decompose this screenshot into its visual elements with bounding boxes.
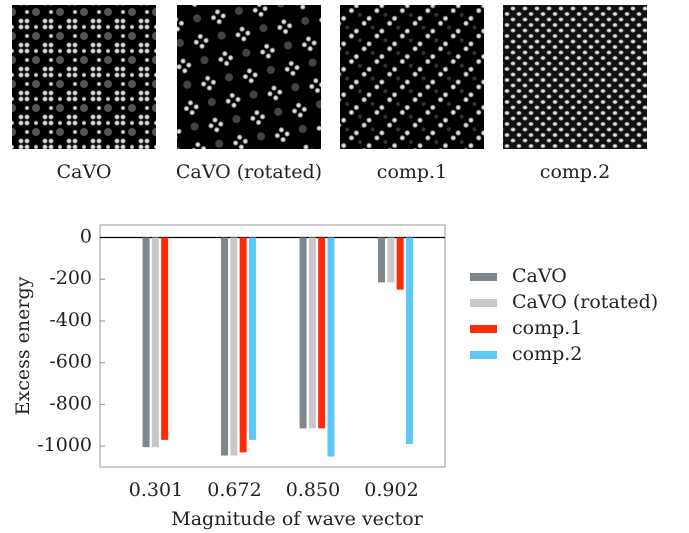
figure: CaVO CaVO (rotated) comp.1 comp.2 Magnit…	[0, 0, 689, 533]
x-tick-label: 0.850	[286, 479, 340, 501]
y-axis-label: Excess energy	[12, 276, 34, 415]
bar	[221, 238, 228, 456]
x-tick-label: 0.301	[129, 479, 183, 501]
x-tick-label: 0.902	[364, 479, 418, 501]
bar	[161, 238, 168, 440]
legend-label: comp.1	[512, 317, 582, 339]
panel-image	[177, 5, 321, 149]
legend-label: comp.2	[512, 343, 582, 365]
legend-swatch	[470, 299, 497, 307]
panel-label: comp.2	[540, 161, 610, 183]
bar	[240, 238, 247, 453]
bar	[378, 238, 385, 283]
bar	[143, 238, 150, 448]
x-axis-label: Magnitude of wave vector	[171, 508, 423, 530]
legend-label: CaVO (rotated)	[512, 291, 658, 313]
y-tick-label: -200	[49, 267, 92, 289]
legend-label: CaVO	[512, 265, 567, 287]
x-tick-label: 0.672	[207, 479, 261, 501]
page: CaVO CaVO (rotated) comp.1 comp.2 Magnit…	[0, 0, 689, 533]
bar	[318, 238, 325, 429]
legend-swatch	[470, 351, 497, 359]
bar	[406, 238, 413, 445]
panel-label: comp.1	[377, 161, 447, 183]
bar	[327, 238, 334, 457]
legend-swatch	[470, 325, 497, 333]
bar	[249, 238, 256, 440]
bar	[397, 238, 404, 290]
panel-label: CaVO	[57, 161, 112, 183]
panel-image	[340, 5, 484, 149]
legend-swatch	[470, 273, 497, 281]
panel-image	[12, 5, 156, 149]
panel-label: CaVO (rotated)	[176, 161, 322, 183]
y-tick-label: -400	[49, 309, 92, 331]
bar	[387, 238, 394, 283]
bar	[152, 238, 159, 448]
y-tick-label: -600	[49, 351, 92, 373]
bar	[309, 238, 316, 429]
bar	[230, 238, 237, 456]
y-tick-label: 0	[80, 226, 92, 248]
panel-image	[503, 5, 647, 149]
bar	[300, 238, 307, 429]
y-tick-label: -800	[49, 392, 92, 414]
y-tick-label: -1000	[37, 434, 92, 456]
